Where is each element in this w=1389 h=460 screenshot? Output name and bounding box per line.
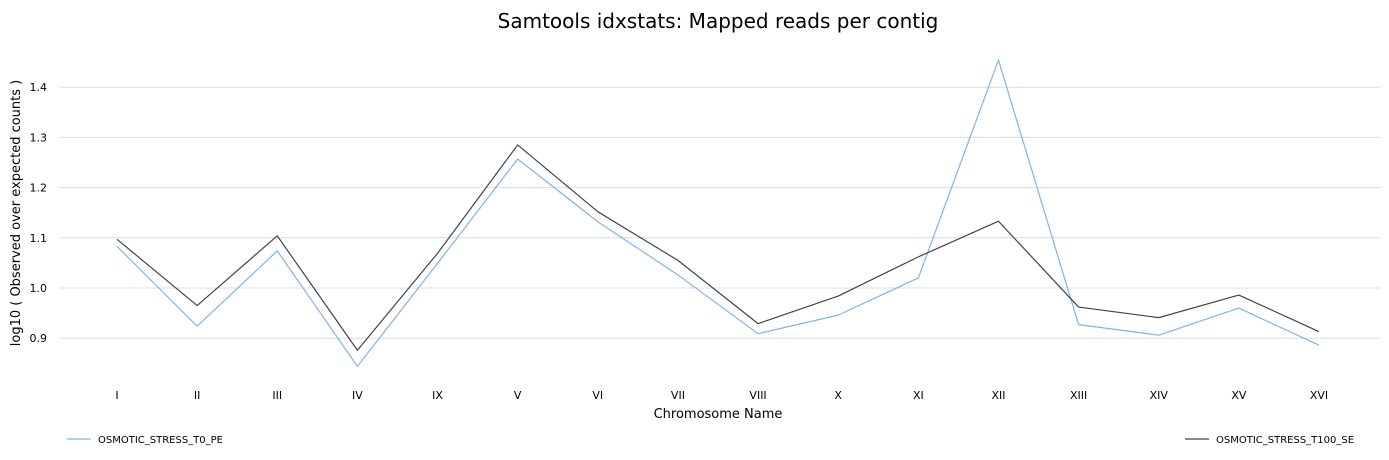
legend-item-1[interactable]: OSMOTIC_STRESS_T100_SE bbox=[1185, 435, 1354, 446]
series-line-1[interactable] bbox=[116, 144, 1320, 351]
y-tick-label: 0.9 bbox=[30, 332, 48, 345]
x-tick-label: IX bbox=[432, 389, 443, 402]
x-tick-label: I bbox=[115, 389, 118, 402]
y-tick-label: 1.4 bbox=[30, 81, 48, 94]
legend-label-1: OSMOTIC_STRESS_T100_SE bbox=[1216, 435, 1354, 446]
series-lines bbox=[116, 59, 1320, 367]
x-tick-label: V bbox=[514, 389, 522, 402]
y-tick-label: 1.1 bbox=[30, 232, 48, 245]
legend-item-0[interactable]: OSMOTIC_STRESS_T0_PE bbox=[67, 435, 223, 446]
x-tick-label: VII bbox=[671, 389, 685, 402]
x-tick-label: VIII bbox=[749, 389, 766, 402]
x-tick-label: II bbox=[194, 389, 201, 402]
x-tick-label: XVI bbox=[1310, 389, 1328, 402]
x-tick-label: XI bbox=[913, 389, 924, 402]
x-tick-label: XIII bbox=[1070, 389, 1087, 402]
y-tick-label: 1.0 bbox=[30, 282, 48, 295]
x-tick-label: XIV bbox=[1150, 389, 1169, 402]
x-tick-label: VI bbox=[592, 389, 603, 402]
chart-title: Samtools idxstats: Mapped reads per cont… bbox=[498, 9, 939, 33]
x-axis-ticks: I II III IV IX V VI VII VIII X XI XII XIII XIV XV XVI bbox=[115, 389, 1328, 402]
y-tick-label: 1.3 bbox=[30, 131, 48, 144]
series-line-0[interactable] bbox=[116, 59, 1320, 367]
y-axis-label: log10 ( Observed over expected counts ) bbox=[9, 80, 24, 347]
legend-label-0: OSMOTIC_STRESS_T0_PE bbox=[98, 435, 223, 446]
y-axis-ticks: 0.9 1.0 1.1 1.2 1.3 1.4 bbox=[30, 81, 48, 345]
x-tick-label: X bbox=[834, 389, 842, 402]
x-tick-label: XV bbox=[1231, 389, 1247, 402]
y-tick-label: 1.2 bbox=[30, 182, 48, 195]
x-tick-label: IV bbox=[352, 389, 363, 402]
x-tick-label: XII bbox=[991, 389, 1005, 402]
x-tick-label: III bbox=[272, 389, 282, 402]
gridlines bbox=[60, 86, 1380, 339]
x-axis-label: Chromosome Name bbox=[654, 407, 783, 422]
